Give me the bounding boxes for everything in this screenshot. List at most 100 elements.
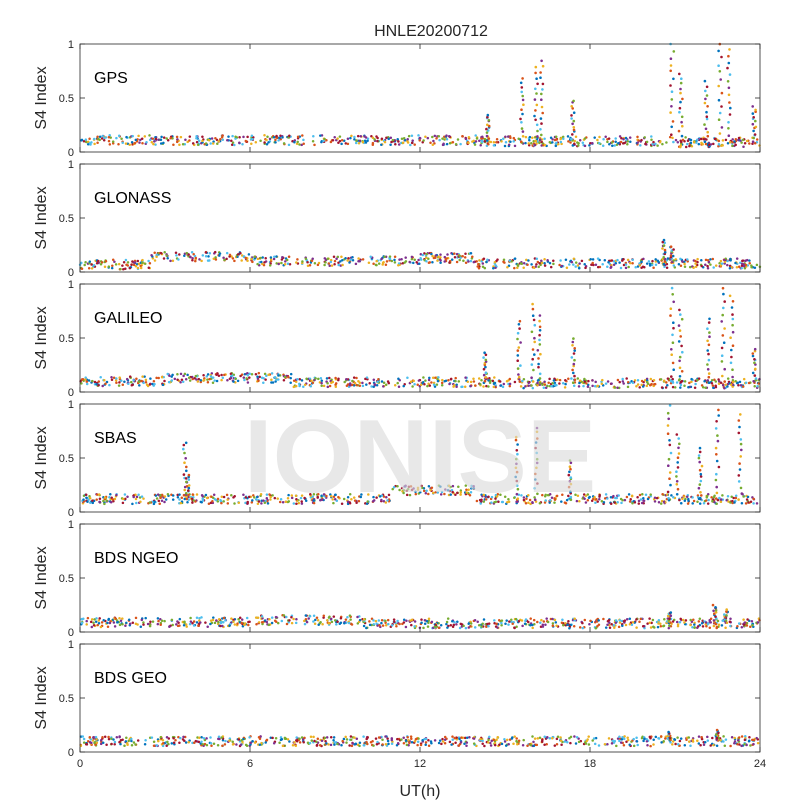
spike-point bbox=[667, 464, 670, 468]
data-point bbox=[233, 494, 236, 498]
data-point bbox=[113, 260, 116, 264]
data-point bbox=[232, 380, 235, 383]
data-point bbox=[170, 618, 174, 622]
data-point bbox=[120, 137, 123, 140]
data-point bbox=[488, 376, 491, 380]
data-point bbox=[204, 254, 208, 258]
data-point bbox=[193, 254, 197, 258]
data-point bbox=[630, 494, 634, 498]
data-point bbox=[497, 619, 501, 622]
data-point bbox=[210, 137, 214, 140]
data-point bbox=[659, 502, 663, 505]
data-point bbox=[645, 140, 649, 144]
data-point bbox=[530, 384, 533, 387]
data-point bbox=[507, 743, 510, 746]
data-point bbox=[372, 499, 376, 502]
data-point bbox=[496, 626, 499, 629]
data-point bbox=[103, 502, 106, 506]
data-point bbox=[552, 379, 556, 382]
data-point bbox=[157, 739, 160, 743]
data-point bbox=[366, 137, 370, 141]
data-point bbox=[357, 257, 360, 260]
data-point bbox=[215, 619, 218, 622]
data-point bbox=[718, 496, 721, 500]
data-point bbox=[617, 494, 620, 497]
spike-point bbox=[572, 99, 575, 103]
data-point bbox=[360, 493, 363, 496]
data-point bbox=[375, 496, 378, 499]
data-point bbox=[540, 261, 544, 265]
spike-point bbox=[532, 318, 536, 322]
data-point bbox=[234, 137, 237, 140]
spike-point bbox=[183, 451, 186, 455]
data-point bbox=[449, 493, 452, 496]
data-point bbox=[492, 738, 496, 742]
spike-point bbox=[677, 452, 681, 455]
data-point bbox=[417, 379, 421, 382]
data-point bbox=[671, 743, 674, 746]
data-point bbox=[504, 140, 508, 144]
data-point bbox=[329, 260, 333, 264]
spike-point bbox=[751, 122, 755, 126]
data-point bbox=[636, 496, 639, 499]
spike-point bbox=[751, 371, 755, 375]
spike-point bbox=[521, 112, 524, 116]
data-point bbox=[484, 498, 488, 501]
spike-point bbox=[670, 375, 673, 378]
data-point bbox=[209, 619, 213, 622]
data-point bbox=[325, 736, 329, 739]
data-point bbox=[437, 135, 441, 138]
spike-point bbox=[521, 77, 524, 80]
data-point bbox=[337, 261, 340, 264]
data-point bbox=[209, 736, 212, 739]
data-point bbox=[103, 496, 107, 499]
data-point bbox=[209, 742, 213, 745]
spike-point bbox=[572, 337, 575, 340]
data-point bbox=[650, 263, 654, 267]
data-point bbox=[755, 502, 759, 505]
data-point bbox=[587, 496, 591, 499]
data-point bbox=[619, 266, 623, 270]
data-point bbox=[530, 263, 533, 266]
data-point bbox=[97, 622, 101, 625]
data-point bbox=[625, 618, 629, 621]
data-point bbox=[219, 498, 222, 502]
data-point bbox=[163, 379, 166, 383]
data-point bbox=[248, 376, 251, 379]
data-point bbox=[230, 255, 233, 258]
data-point bbox=[596, 500, 599, 503]
data-point bbox=[691, 496, 694, 499]
data-point bbox=[346, 615, 349, 619]
data-point bbox=[108, 143, 112, 146]
data-point bbox=[287, 255, 291, 259]
data-point bbox=[594, 380, 597, 384]
data-point bbox=[572, 384, 576, 387]
data-point bbox=[584, 494, 588, 497]
data-point bbox=[308, 615, 312, 618]
data-point bbox=[225, 257, 228, 261]
spike-point bbox=[678, 366, 682, 370]
data-point bbox=[298, 741, 302, 744]
spike-point bbox=[669, 483, 672, 487]
data-point bbox=[717, 144, 720, 148]
data-point bbox=[109, 500, 113, 504]
data-points bbox=[78, 238, 762, 271]
data-point bbox=[367, 493, 370, 496]
data-point bbox=[721, 144, 724, 147]
data-point bbox=[104, 382, 107, 386]
spike-point bbox=[739, 442, 743, 446]
data-point bbox=[500, 621, 503, 625]
data-point bbox=[126, 495, 129, 498]
spike-point bbox=[519, 341, 522, 344]
data-point bbox=[496, 493, 500, 496]
data-point bbox=[323, 736, 327, 740]
data-point bbox=[96, 141, 99, 145]
data-point bbox=[236, 253, 240, 256]
data-point bbox=[207, 139, 211, 142]
data-point bbox=[300, 500, 303, 503]
data-point bbox=[376, 136, 379, 140]
spike-point bbox=[706, 134, 710, 138]
data-point bbox=[475, 137, 479, 140]
data-point bbox=[622, 263, 626, 267]
data-point bbox=[553, 744, 557, 747]
